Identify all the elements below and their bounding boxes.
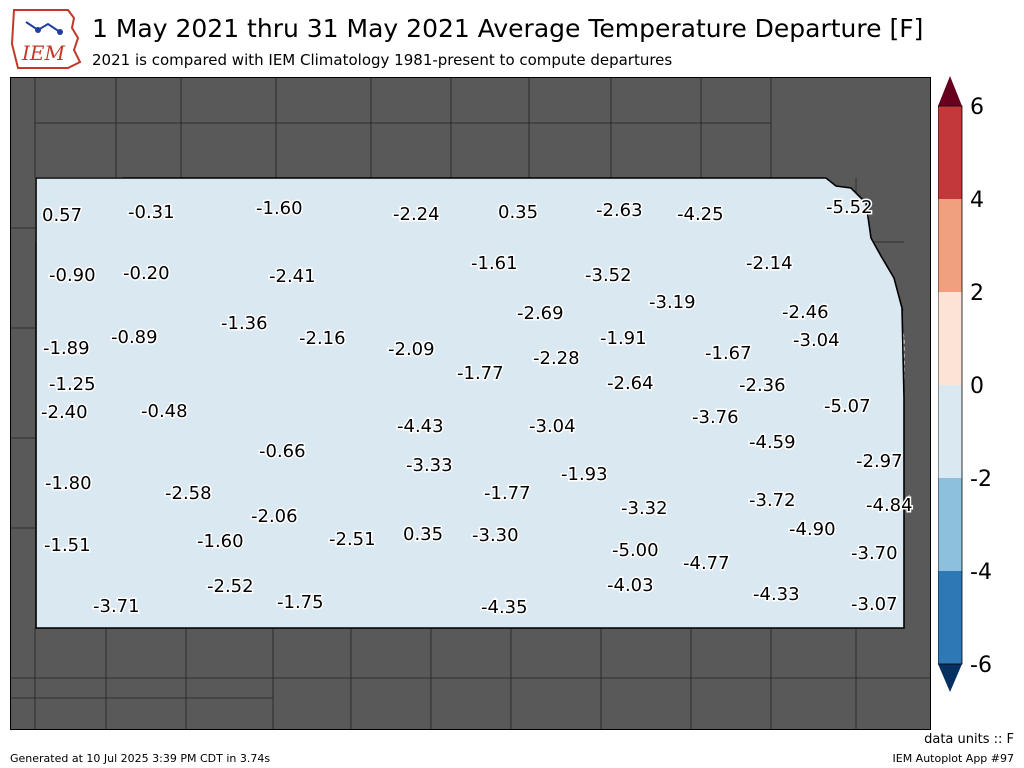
value-label: -1.67 — [705, 343, 752, 364]
map-panel: 0.57 -0.31 -1.60 -2.24 0.35 -2.63 -4.25 -5.52 -0… — [10, 77, 931, 730]
value-label: -3.04 — [529, 416, 576, 437]
app-credit: IEM Autoplot App #97 — [892, 752, 1015, 765]
value-label: -1.80 — [45, 473, 92, 494]
value-label: -0.89 — [111, 327, 158, 348]
generated-timestamp: Generated at 10 Jul 2025 3:39 PM CDT in … — [10, 752, 271, 765]
value-label: -2.46 — [782, 302, 829, 323]
colorbar-tick: 0 — [970, 374, 984, 399]
value-label: -2.64 — [607, 373, 654, 394]
value-label: -5.00 — [612, 540, 659, 561]
value-label: -5.52 — [826, 197, 873, 218]
value-label: -3.07 — [851, 594, 898, 615]
value-label: -3.32 — [621, 498, 668, 519]
value-label: -2.14 — [746, 253, 793, 274]
value-label: -3.52 — [585, 265, 632, 286]
colorbar-bin-neg4-neg2 — [938, 478, 962, 571]
colorbar-bin-neg6-neg4 — [938, 571, 962, 664]
colorbar-bin-2-4 — [938, 199, 962, 292]
value-label: -4.59 — [749, 432, 796, 453]
value-label: -3.33 — [406, 455, 453, 476]
colorbar-tick: 2 — [970, 281, 984, 306]
value-label: -0.48 — [141, 401, 188, 422]
page-title: 1 May 2021 thru 31 May 2021 Average Temp… — [92, 14, 924, 43]
value-label: -4.33 — [753, 584, 800, 605]
value-label: -0.20 — [123, 263, 170, 284]
colorbar-bin-4-6 — [938, 106, 962, 199]
value-label: 0.35 — [498, 202, 538, 223]
value-label: 0.57 — [42, 205, 82, 226]
value-label: -4.77 — [683, 553, 730, 574]
value-label: -4.03 — [607, 575, 654, 596]
value-label: -3.19 — [649, 292, 696, 313]
value-label: -1.91 — [600, 328, 647, 349]
value-label: -4.35 — [481, 597, 528, 618]
value-label: -2.69 — [517, 303, 564, 324]
value-label: -2.36 — [739, 375, 786, 396]
value-label: -1.60 — [256, 198, 303, 219]
neighbor-county-lines — [11, 78, 930, 729]
value-label: -1.77 — [457, 363, 504, 384]
value-label: -0.90 — [49, 265, 96, 286]
value-label: -1.36 — [221, 313, 268, 334]
value-label: -2.28 — [533, 348, 580, 369]
value-label: -2.16 — [299, 328, 346, 349]
value-label: -1.93 — [561, 464, 608, 485]
value-label: -5.07 — [824, 396, 871, 417]
value-label: -1.61 — [471, 253, 518, 274]
value-label: -4.90 — [789, 519, 836, 540]
kansas-map: 0.57 -0.31 -1.60 -2.24 0.35 -2.63 -4.25 -5.52 -0… — [11, 78, 930, 729]
colorbar-bin-0-2 — [938, 292, 962, 385]
value-label: -1.60 — [197, 531, 244, 552]
value-label: -0.66 — [259, 441, 306, 462]
value-label: -3.70 — [851, 543, 898, 564]
value-label: -2.24 — [393, 204, 440, 225]
value-label: -4.25 — [677, 204, 724, 225]
data-units: data units :: F — [924, 732, 1014, 747]
colorbar-tick: -2 — [970, 467, 992, 492]
value-label: -1.25 — [49, 374, 96, 395]
value-label: -2.40 — [41, 402, 88, 423]
value-label: -0.31 — [128, 202, 175, 223]
value-label: -4.43 — [397, 416, 444, 437]
value-label: -2.51 — [329, 529, 376, 550]
value-label: -3.30 — [472, 525, 519, 546]
colorbar-tick: -4 — [970, 560, 992, 585]
value-label: -3.76 — [692, 407, 739, 428]
value-label: -3.71 — [93, 596, 140, 617]
value-label: -4.84 — [866, 495, 913, 516]
colorbar-bin-neg2-0 — [938, 385, 962, 478]
value-label: -2.06 — [251, 506, 298, 527]
value-label: -1.75 — [277, 592, 324, 613]
iem-logo: IEM — [10, 9, 82, 69]
colorbar-tick: 4 — [970, 188, 984, 213]
value-labels: 0.57 -0.31 -1.60 -2.24 0.35 -2.63 -4.25 -5.52 -0… — [40, 196, 915, 620]
colorbar: 6 4 2 0 -2 -4 -6 — [938, 76, 992, 692]
value-label: -2.63 — [596, 200, 643, 221]
colorbar-tick: 6 — [970, 95, 984, 120]
value-label: -2.58 — [165, 483, 212, 504]
kansas-state — [35, 177, 905, 629]
value-label: -2.09 — [388, 339, 435, 360]
page-subtitle: 2021 is compared with IEM Climatology 19… — [92, 51, 673, 69]
value-label: -3.72 — [749, 490, 796, 511]
value-label: -3.04 — [793, 330, 840, 351]
logo-text: IEM — [21, 41, 66, 65]
value-label: 0.35 — [403, 524, 443, 545]
value-label: -1.89 — [43, 338, 90, 359]
colorbar-bottom-arrow — [938, 664, 962, 692]
value-label: -2.41 — [269, 266, 316, 287]
value-label: -2.97 — [856, 451, 903, 472]
value-label: -1.51 — [44, 535, 91, 556]
value-label: -2.52 — [207, 576, 254, 597]
value-label: -1.77 — [484, 483, 531, 504]
colorbar-top-arrow — [938, 76, 962, 106]
colorbar-tick: -6 — [970, 653, 992, 678]
